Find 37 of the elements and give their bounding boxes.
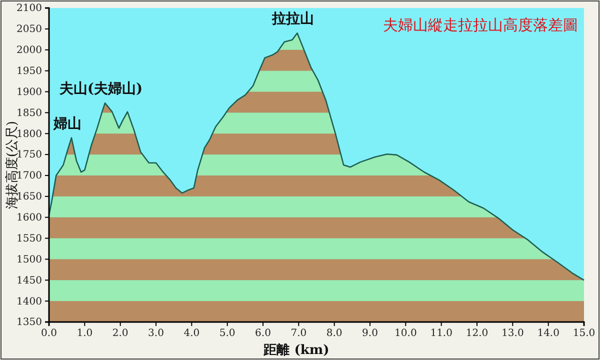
x-tick-label: 0.0	[41, 328, 57, 340]
y-tick-label: 1750	[16, 150, 42, 161]
x-tick-label: 3.0	[148, 328, 164, 340]
y-tick-label: 1650	[16, 192, 42, 203]
x-tick-label: 2.0	[112, 328, 128, 340]
y-tick-label: 1850	[16, 108, 42, 119]
x-tick-label: 7.0	[290, 328, 307, 340]
x-tick-label: 4.0	[184, 328, 200, 340]
y-tick-label: 2100	[16, 3, 42, 14]
y-tick-label: 2000	[16, 45, 42, 56]
x-tick-label: 1.0	[76, 328, 93, 340]
x-tick-label: 12.0	[466, 328, 488, 340]
x-tick-label: 14.0	[537, 328, 560, 340]
x-tick-label: 8.0	[326, 328, 342, 340]
annotation: 拉拉山	[271, 11, 314, 28]
annotation: 夫山(夫婦山)	[58, 81, 143, 98]
x-tick-label: 11.0	[430, 328, 452, 340]
x-axis-title: 距離 (km)	[262, 343, 330, 358]
x-tick-label: 6.0	[255, 328, 271, 340]
y-tick-label: 1900	[16, 86, 42, 98]
y-tick-label: 1700	[16, 170, 42, 182]
x-tick-label: 10.0	[394, 328, 417, 340]
x-tick-label: 15.0	[572, 328, 596, 340]
y-tick-label: 1500	[16, 254, 42, 266]
x-tick-label: 5.0	[219, 328, 236, 340]
x-tick-label: 13.0	[502, 328, 524, 340]
y-tick-label: 1600	[16, 212, 42, 224]
y-tick-label: 1950	[16, 66, 42, 77]
y-tick-label: 1350	[16, 317, 42, 328]
y-tick-label: 1400	[16, 296, 42, 308]
y-tick-label: 1450	[16, 275, 42, 286]
annotation: 婦山	[52, 116, 82, 132]
y-tick-label: 1800	[16, 128, 42, 140]
text: 夫婦山縱走拉拉山高度落差圖	[383, 16, 578, 34]
y-tick-label: 2050	[16, 24, 42, 36]
y-tick-label: 1550	[16, 233, 42, 244]
x-tick-label: 9.0	[362, 328, 378, 340]
